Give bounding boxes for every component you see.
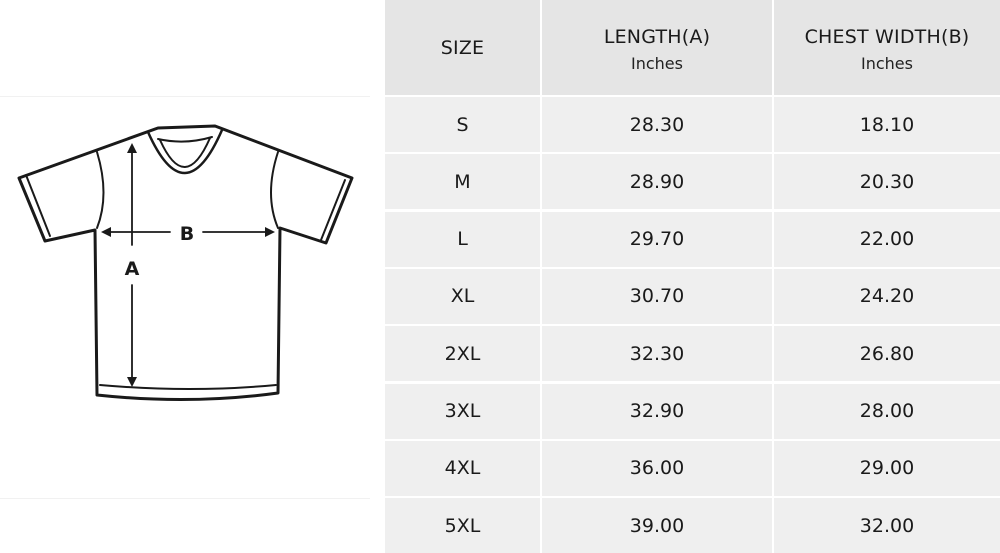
cell-length: 28.90 xyxy=(542,154,772,210)
cell-value: 32.30 xyxy=(629,342,685,365)
header-size: SIZE xyxy=(385,0,540,95)
header-title: SIZE xyxy=(440,36,485,59)
cell-value: 29.00 xyxy=(859,457,915,480)
cell-value: 24.20 xyxy=(859,285,915,308)
cell-value: S xyxy=(456,113,469,136)
cell-value: 30.70 xyxy=(629,285,685,308)
cell-size: 3XL xyxy=(385,383,540,439)
cell-value: 26.80 xyxy=(859,342,915,365)
table-row: 4XL 36.00 29.00 xyxy=(385,440,1000,496)
cell-value: 39.00 xyxy=(629,514,685,537)
cell-size: M xyxy=(385,154,540,210)
cell-size: XL xyxy=(385,268,540,324)
cell-chest: 28.00 xyxy=(774,383,1000,439)
cell-value: 32.90 xyxy=(629,400,685,422)
size-chart-table: SIZE LENGTH(A) Inches CHEST WIDTH(B) Inc… xyxy=(385,0,1000,553)
cell-size: 2XL xyxy=(385,326,540,382)
cell-value: XL xyxy=(450,285,475,308)
label-a: A xyxy=(125,258,140,280)
cell-value: 4XL xyxy=(444,457,481,480)
cell-value: 28.30 xyxy=(629,113,685,136)
header-length: LENGTH(A) Inches xyxy=(542,0,772,95)
cell-chest: 32.00 xyxy=(774,498,1000,553)
cell-value: 3XL xyxy=(444,400,481,422)
cell-chest: 24.20 xyxy=(774,268,1000,324)
table-row: 3XL 32.90 28.00 xyxy=(385,383,1000,439)
cell-value: 36.00 xyxy=(629,457,685,480)
tshirt-diagram-panel: A B xyxy=(0,0,384,546)
cell-chest: 18.10 xyxy=(774,97,1000,152)
table-row: S 28.30 18.10 xyxy=(385,97,1000,152)
cell-size: L xyxy=(385,211,540,267)
cell-length: 36.00 xyxy=(542,440,772,496)
cell-size: 4XL xyxy=(385,440,540,496)
label-b: B xyxy=(180,223,194,245)
divider xyxy=(0,498,370,499)
cell-chest: 22.00 xyxy=(774,211,1000,267)
header-chest-width: CHEST WIDTH(B) Inches xyxy=(774,0,1000,95)
header-title: LENGTH(A) xyxy=(603,26,711,48)
cell-value: 20.30 xyxy=(859,170,915,193)
cell-size: S xyxy=(385,97,540,152)
table-row: M 28.90 20.30 xyxy=(385,154,1000,210)
cell-value: 28.90 xyxy=(629,170,685,193)
cell-length: 30.70 xyxy=(542,268,772,324)
table-row: 2XL 32.30 26.80 xyxy=(385,326,1000,382)
cell-value: 32.00 xyxy=(859,514,915,537)
header-title: CHEST WIDTH(B) xyxy=(804,26,970,48)
cell-value: 5XL xyxy=(444,514,481,537)
tshirt-diagram: A B xyxy=(17,124,354,402)
cell-value: M xyxy=(454,170,471,193)
cell-value: 29.70 xyxy=(629,228,685,251)
cell-value: 2XL xyxy=(444,342,481,365)
cell-length: 28.30 xyxy=(542,97,772,152)
table-row: XL 30.70 24.20 xyxy=(385,268,1000,324)
cell-length: 29.70 xyxy=(542,211,772,267)
table-header: SIZE LENGTH(A) Inches CHEST WIDTH(B) Inc… xyxy=(385,0,1000,95)
header-unit: Inches xyxy=(631,54,683,73)
table-row: L 29.70 22.00 xyxy=(385,211,1000,267)
cell-chest: 26.80 xyxy=(774,326,1000,382)
cell-length: 39.00 xyxy=(542,498,772,553)
cell-value: 28.00 xyxy=(859,400,915,422)
cell-value: 22.00 xyxy=(859,228,915,251)
table-row: 5XL 39.00 32.00 xyxy=(385,498,1000,553)
cell-size: 5XL xyxy=(385,498,540,553)
divider xyxy=(0,96,370,97)
cell-value: 18.10 xyxy=(859,113,915,136)
cell-length: 32.30 xyxy=(542,326,772,382)
cell-chest: 20.30 xyxy=(774,154,1000,210)
cell-chest: 29.00 xyxy=(774,440,1000,496)
cell-value: L xyxy=(457,228,468,251)
cell-length: 32.90 xyxy=(542,383,772,439)
header-unit: Inches xyxy=(861,54,913,73)
